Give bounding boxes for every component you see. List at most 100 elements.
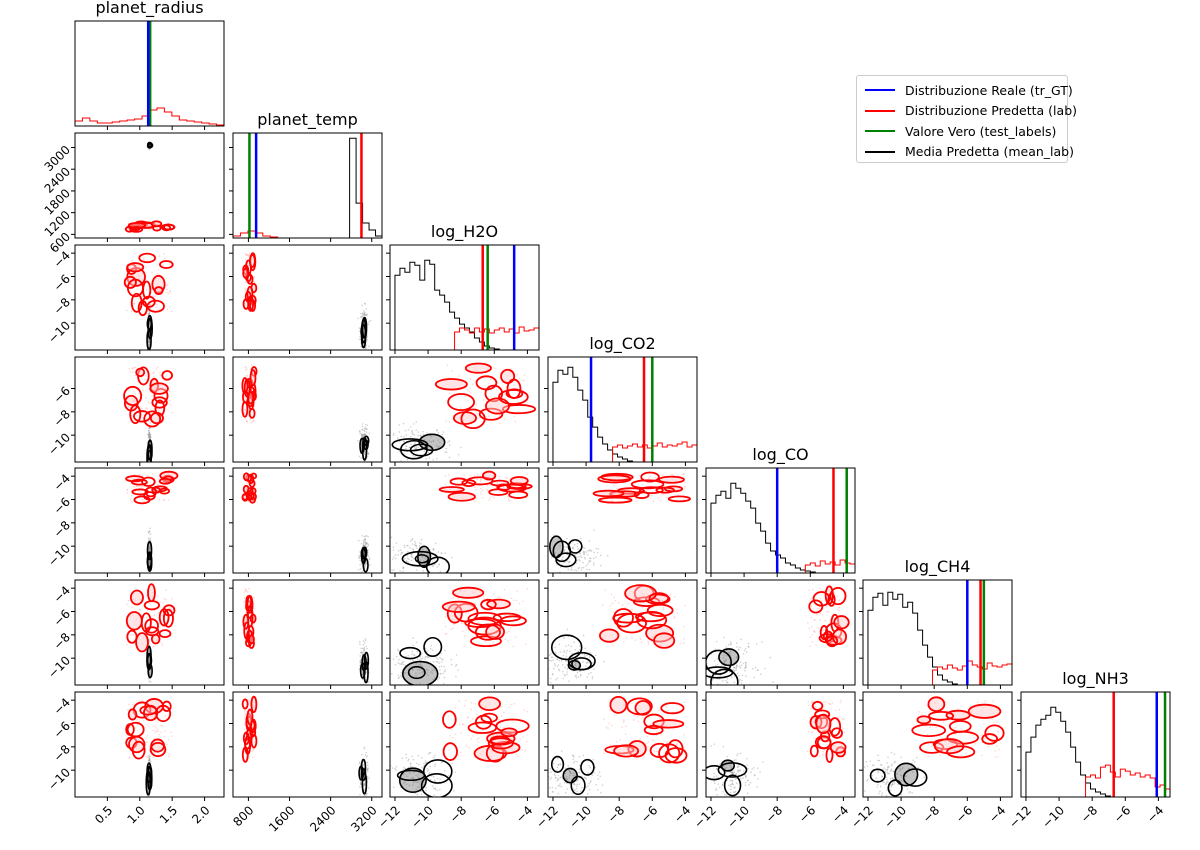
scatter-true-pt: [363, 649, 366, 652]
scatter-pred-pt: [682, 473, 685, 475]
scatter-true-pt: [572, 761, 575, 764]
scatter-true-pt: [579, 670, 582, 672]
scatter-true-pt: [411, 429, 414, 432]
panel-4-4: log_CO: [702, 445, 856, 577]
scatter-true-pt: [723, 661, 726, 664]
ytick-label: −10: [45, 653, 73, 681]
scatter-true-pt: [725, 660, 727, 662]
scatter-pred-pt: [166, 743, 168, 746]
scatter-true-pt: [397, 549, 400, 552]
scatter-true-pt: [365, 751, 368, 754]
scatter-pred-pt: [149, 402, 151, 405]
scatter-pred-pt: [128, 757, 131, 759]
scatter-true-pt: [742, 653, 745, 655]
scatter-true-pt: [410, 435, 412, 438]
scatter-pred-pt: [513, 702, 516, 705]
scatter-true-pt: [743, 667, 746, 670]
scatter-true-pt: [148, 661, 151, 664]
scatter-true-pt: [437, 432, 440, 434]
panel-5-0: −10−8−6−4: [45, 579, 225, 689]
scatter-true-pt: [562, 677, 564, 680]
scatter-true-pt: [554, 774, 556, 777]
scatter-true-pt: [149, 760, 152, 762]
scatter-pred-pt: [245, 289, 247, 292]
scatter-true-pt: [366, 336, 368, 338]
scatter-pred-pt: [168, 306, 171, 308]
scatter-pred-pt: [824, 619, 826, 622]
xtick-label: −4: [513, 803, 535, 825]
scatter-pred-pt: [513, 616, 515, 619]
scatter-pred-pt: [498, 415, 501, 417]
scatter-pred-pt: [153, 614, 156, 616]
scatter-true-pt: [360, 443, 363, 446]
scatter-pred-pt: [508, 706, 510, 708]
scatter-true-pt: [148, 561, 150, 564]
scatter-true-pt: [586, 654, 588, 657]
scatter-pred-pt: [146, 723, 149, 726]
scatter-pred-pt: [244, 409, 247, 412]
scatter-pred-pt: [149, 603, 151, 605]
scatter-pred-pt: [488, 415, 490, 418]
scatter-true-pt: [769, 656, 772, 659]
scatter-pred-pt: [480, 491, 482, 493]
scatter-true-pt: [433, 794, 436, 796]
scatter-pred-pt: [250, 421, 252, 424]
scatter-true-pt: [149, 421, 151, 424]
scatter-pred-pt: [503, 419, 505, 421]
scatter-true-pt: [747, 645, 750, 648]
scatter-pred-pt: [665, 496, 668, 499]
scatter-true-pt: [567, 765, 570, 767]
scatter-true-pt: [578, 556, 580, 558]
scatter-pred-pt: [161, 614, 164, 617]
scatter-true-pt: [148, 560, 151, 563]
scatter-true-pt: [359, 563, 361, 566]
scatter-true-pt: [416, 781, 419, 784]
scatter-true-pt: [413, 543, 416, 546]
scatter-pred-pt: [158, 371, 161, 374]
contour-pred: [126, 721, 145, 738]
scatter-true-pt: [455, 675, 457, 678]
scatter-true-pt: [568, 560, 571, 563]
scatter-true-pt: [359, 660, 361, 663]
scatter-true-pt: [744, 670, 746, 672]
scatter-pred-pt: [248, 700, 251, 702]
scatter-true-pt: [406, 554, 408, 557]
scatter-true-pt: [572, 772, 575, 775]
contour-pred: [246, 606, 254, 619]
scatter-pred-pt: [836, 595, 839, 597]
scatter-pred-pt: [137, 297, 140, 300]
scatter-pred-pt: [649, 475, 651, 478]
scatter-true-pt: [362, 544, 365, 547]
contour-pred: [127, 708, 138, 721]
scatter-pred-pt: [244, 287, 246, 290]
scatter-true-pt: [577, 659, 580, 662]
scatter-true-pt: [586, 676, 589, 678]
scatter-pred-pt: [505, 477, 507, 479]
scatter-pred-pt: [143, 378, 146, 381]
scatter-true-pt: [368, 432, 371, 435]
scatter-pred-pt: [469, 378, 472, 381]
panel-4-0: −10−8−6−4: [45, 467, 225, 577]
scatter-pred-pt: [244, 289, 247, 291]
scatter-true-pt: [575, 562, 578, 564]
scatter-true-pt: [368, 564, 371, 566]
scatter-true-pt: [148, 650, 151, 653]
scatter-pred-pt: [169, 403, 172, 406]
scatter-pred-pt: [245, 611, 247, 614]
panel-frame-4-3: [547, 467, 698, 574]
contour-pred: [242, 267, 250, 279]
scatter-pred-pt: [244, 413, 247, 415]
scatter-pred-pt: [637, 720, 640, 723]
contour-true: [146, 765, 153, 777]
scatter-true-pt: [728, 652, 731, 655]
scatter-pred-pt: [158, 255, 161, 257]
scatter-pred-pt: [142, 394, 144, 396]
contour-pred: [485, 397, 510, 415]
scatter-true-pt: [752, 667, 754, 670]
scatter-pred-pt: [157, 730, 160, 732]
scatter-true-pt: [432, 440, 435, 442]
scatter-true-pt: [149, 547, 151, 550]
scatter-true-pt: [424, 762, 427, 764]
scatter-true-pt: [360, 647, 362, 650]
